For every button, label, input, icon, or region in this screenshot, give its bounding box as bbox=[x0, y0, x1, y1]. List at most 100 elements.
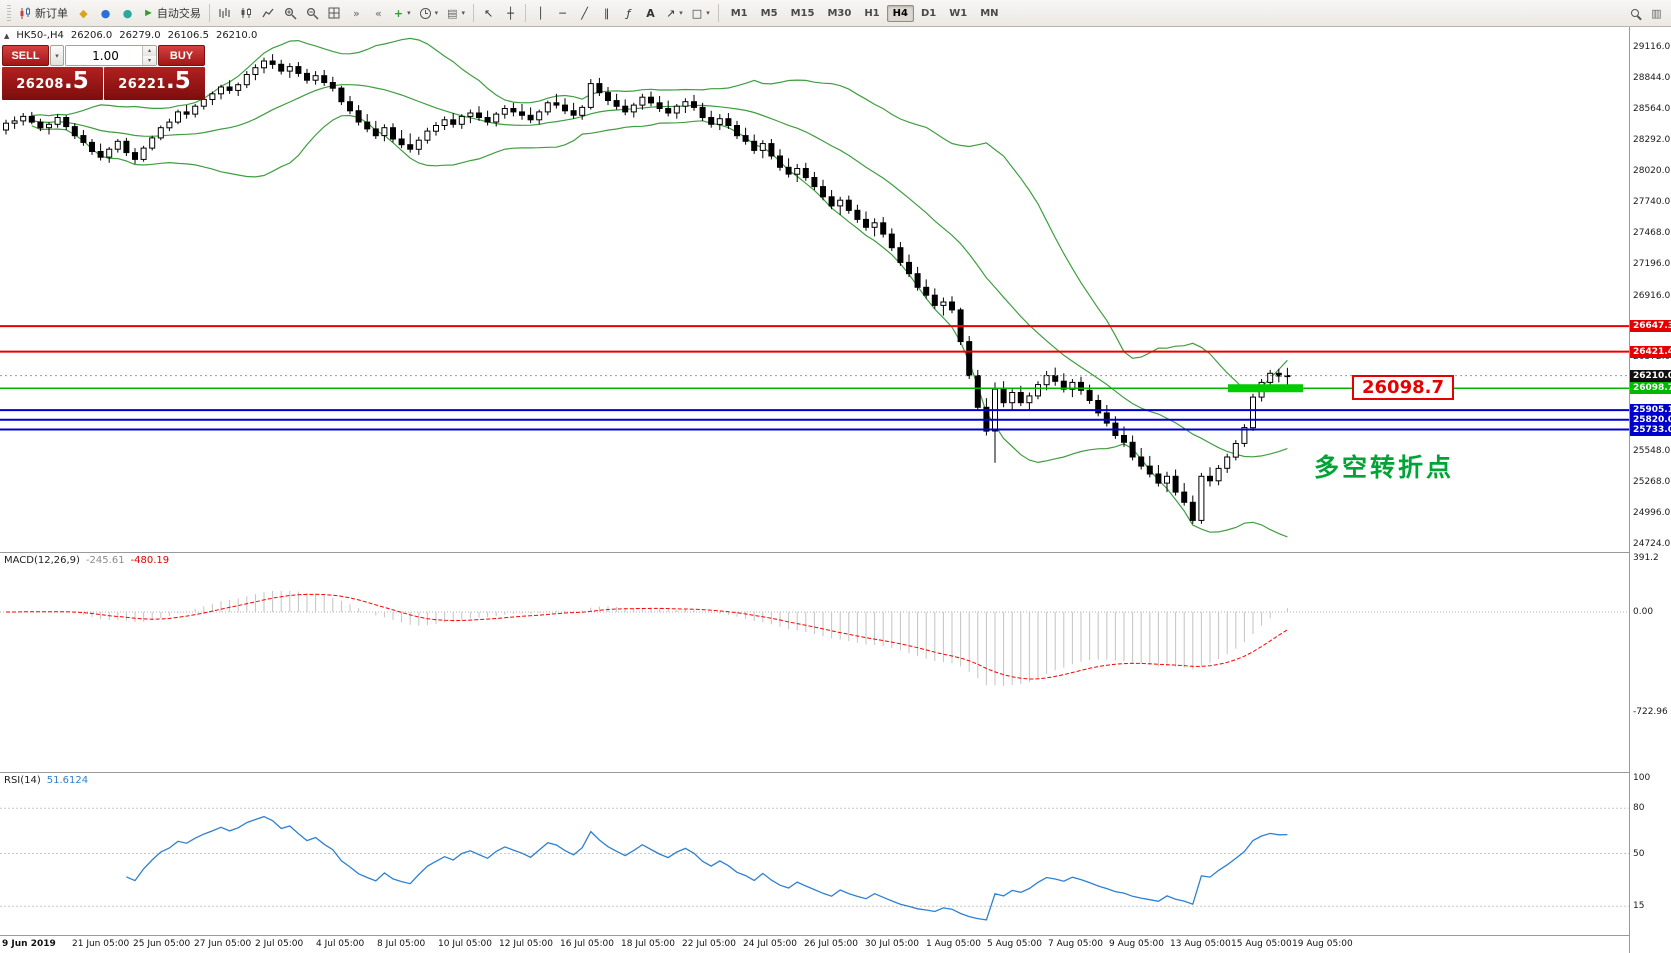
volume-up-button[interactable]: ▴ bbox=[143, 46, 156, 56]
rsi-chart[interactable] bbox=[0, 772, 1629, 935]
market-button[interactable]: ◆ bbox=[73, 3, 94, 24]
buy-price-display[interactable]: 26221 .5 bbox=[104, 67, 205, 100]
time-axis-label: 2 Jul 05:00 bbox=[255, 939, 304, 949]
scale-label: 27740.0 bbox=[1633, 197, 1671, 208]
timeframe-mn[interactable]: MN bbox=[980, 7, 999, 19]
rsi-value: 51.6124 bbox=[46, 775, 89, 786]
time-axis-label: 9 Jun 2019 bbox=[2, 939, 56, 949]
timeframe-m5[interactable]: M5 bbox=[760, 7, 778, 19]
price-badge: 25733.0 bbox=[1630, 423, 1671, 436]
volume-input[interactable] bbox=[66, 46, 156, 65]
scale-label: 25548.0 bbox=[1633, 445, 1671, 456]
time-axis-label: 27 Jun 05:00 bbox=[194, 939, 252, 949]
periods-button[interactable]: ▾ bbox=[416, 3, 443, 24]
sell-price-frac: .5 bbox=[63, 68, 89, 94]
close-value: 26210.0 bbox=[215, 30, 258, 41]
buy-button[interactable]: BUY bbox=[158, 45, 205, 66]
toolbar-separator bbox=[717, 4, 719, 22]
chart-annotation[interactable]: 多空转折点 bbox=[1314, 453, 1455, 482]
zoom-in-button[interactable] bbox=[280, 3, 301, 24]
new-order-label: 新订单 bbox=[35, 8, 68, 20]
candlestick-style-button[interactable] bbox=[236, 3, 257, 24]
arrow-tool-button[interactable]: ↗ ▾ bbox=[662, 3, 687, 24]
templates-button[interactable]: ▤ ▾ bbox=[443, 3, 469, 24]
objects-list-button[interactable]: ▥ bbox=[1646, 3, 1667, 24]
sell-price-display[interactable]: 26208 .5 bbox=[2, 67, 103, 100]
arrow-tool-icon: ↗ bbox=[666, 6, 676, 20]
line-chart-style-button[interactable] bbox=[258, 3, 279, 24]
buy-price-main: 26221 bbox=[118, 77, 166, 92]
low-value: 26106.5 bbox=[167, 30, 209, 41]
time-axis-label: 18 Jul 05:00 bbox=[621, 939, 675, 949]
trendline-tool-button[interactable]: ╱ bbox=[574, 3, 595, 24]
crosshair-button[interactable]: ┼ bbox=[500, 3, 521, 24]
indicators-button[interactable]: + ▾ bbox=[390, 3, 415, 24]
time-axis-label: 22 Jul 05:00 bbox=[682, 939, 736, 949]
fibonacci-icon: ƒ bbox=[626, 6, 631, 20]
autotrade-label: 自动交易 bbox=[156, 8, 201, 20]
time-axis[interactable]: 9 Jun 2019 21 Jun 05:00 25 Jun 05:00 27 Jun… bbox=[0, 936, 1629, 953]
timeframe-m1[interactable]: M1 bbox=[730, 7, 748, 19]
time-axis-label: 21 Jun 05:00 bbox=[72, 939, 130, 949]
channel-icon: ∥ bbox=[603, 6, 610, 20]
time-axis-label: 9 Aug 05:00 bbox=[1109, 939, 1164, 949]
symbol-period-label: HK50-,H4 bbox=[16, 30, 64, 41]
chevron-down-icon: ▾ bbox=[679, 9, 683, 17]
rsi-name: RSI(14) bbox=[4, 775, 41, 786]
text-tool-button[interactable]: A bbox=[640, 3, 661, 24]
new-order-icon bbox=[20, 7, 30, 19]
clock-icon bbox=[419, 7, 431, 19]
scale-label: 25268.0 bbox=[1633, 477, 1671, 488]
zoom-out-button[interactable] bbox=[302, 3, 323, 24]
new-order-button[interactable]: 新订单 bbox=[15, 3, 72, 24]
shapes-icon: □ bbox=[691, 6, 703, 20]
trade-options-dropdown[interactable]: ▾ bbox=[50, 45, 64, 66]
tile-windows-button[interactable] bbox=[324, 3, 345, 24]
rsi-panel[interactable]: RSI(14) 51.6124 bbox=[0, 772, 1629, 935]
zoom-in-icon bbox=[284, 7, 297, 20]
signals-button[interactable]: ● bbox=[117, 3, 138, 24]
bar-chart-style-button[interactable] bbox=[214, 3, 235, 24]
sell-button[interactable]: SELL bbox=[2, 45, 49, 66]
auto-scroll-button[interactable]: » bbox=[346, 3, 367, 24]
timeframe-w1[interactable]: W1 bbox=[949, 7, 968, 19]
timeframe-m30[interactable]: M30 bbox=[827, 7, 852, 19]
panel-separator[interactable] bbox=[0, 552, 1671, 553]
main-chart-panel[interactable]: ▲ HK50-,H4 26206.0 26279.0 26106.5 26210… bbox=[0, 27, 1629, 552]
rsi-scale-label: 15 bbox=[1633, 901, 1645, 912]
macd-panel[interactable]: MACD(12,26,9) -245.61 -480.19 bbox=[0, 552, 1629, 772]
fibonacci-tool-button[interactable]: ƒ bbox=[618, 3, 639, 24]
line-chart-icon bbox=[262, 8, 274, 18]
cursor-button[interactable]: ↖ bbox=[478, 3, 499, 24]
macd-signal-value: -480.19 bbox=[130, 555, 170, 566]
price-badge: 25905.1 bbox=[1630, 404, 1671, 417]
candlestick-chart[interactable] bbox=[0, 27, 1629, 552]
timeframe-h4[interactable]: H4 bbox=[886, 4, 914, 22]
panel-separator[interactable] bbox=[0, 772, 1671, 773]
ohlc-info: ▲ HK50-,H4 26206.0 26279.0 26106.5 26210… bbox=[4, 30, 257, 41]
search-button[interactable] bbox=[1624, 3, 1645, 24]
timeframe-d1[interactable]: D1 bbox=[920, 7, 937, 19]
chart-shift-button[interactable]: « bbox=[368, 3, 389, 24]
scale-label: 27196.0 bbox=[1633, 259, 1671, 269]
template-icon: ▤ bbox=[447, 6, 458, 20]
scale-label: 28564.0 bbox=[1633, 104, 1671, 115]
chart-shift-icon: « bbox=[375, 6, 382, 20]
channel-tool-button[interactable]: ∥ bbox=[596, 3, 617, 24]
toolbar-grip[interactable] bbox=[7, 5, 11, 21]
collapse-trade-panel-icon[interactable]: ▲ bbox=[4, 31, 10, 40]
timeframe-m15[interactable]: M15 bbox=[790, 7, 815, 19]
price-callout[interactable]: 26098.7 bbox=[1352, 375, 1454, 400]
autotrade-button[interactable]: ► 自动交易 bbox=[139, 3, 205, 24]
price-scale[interactable]: 29116.0 28844.0 28564.0 28292.0 28020.0 27740… bbox=[1630, 27, 1671, 953]
vertical-line-tool-button[interactable]: │ bbox=[530, 3, 551, 24]
horizontal-line-tool-button[interactable]: ─ bbox=[552, 3, 573, 24]
volume-down-button[interactable]: ▾ bbox=[143, 55, 156, 65]
community-button[interactable]: ● bbox=[95, 3, 116, 24]
shapes-tool-button[interactable]: □ ▾ bbox=[688, 3, 714, 24]
timeframe-h1[interactable]: H1 bbox=[864, 7, 880, 19]
scale-label: 28844.0 bbox=[1633, 72, 1671, 83]
macd-chart[interactable] bbox=[0, 552, 1629, 772]
open-value: 26206.0 bbox=[70, 30, 113, 41]
scale-label: 26916.0 bbox=[1633, 290, 1671, 301]
